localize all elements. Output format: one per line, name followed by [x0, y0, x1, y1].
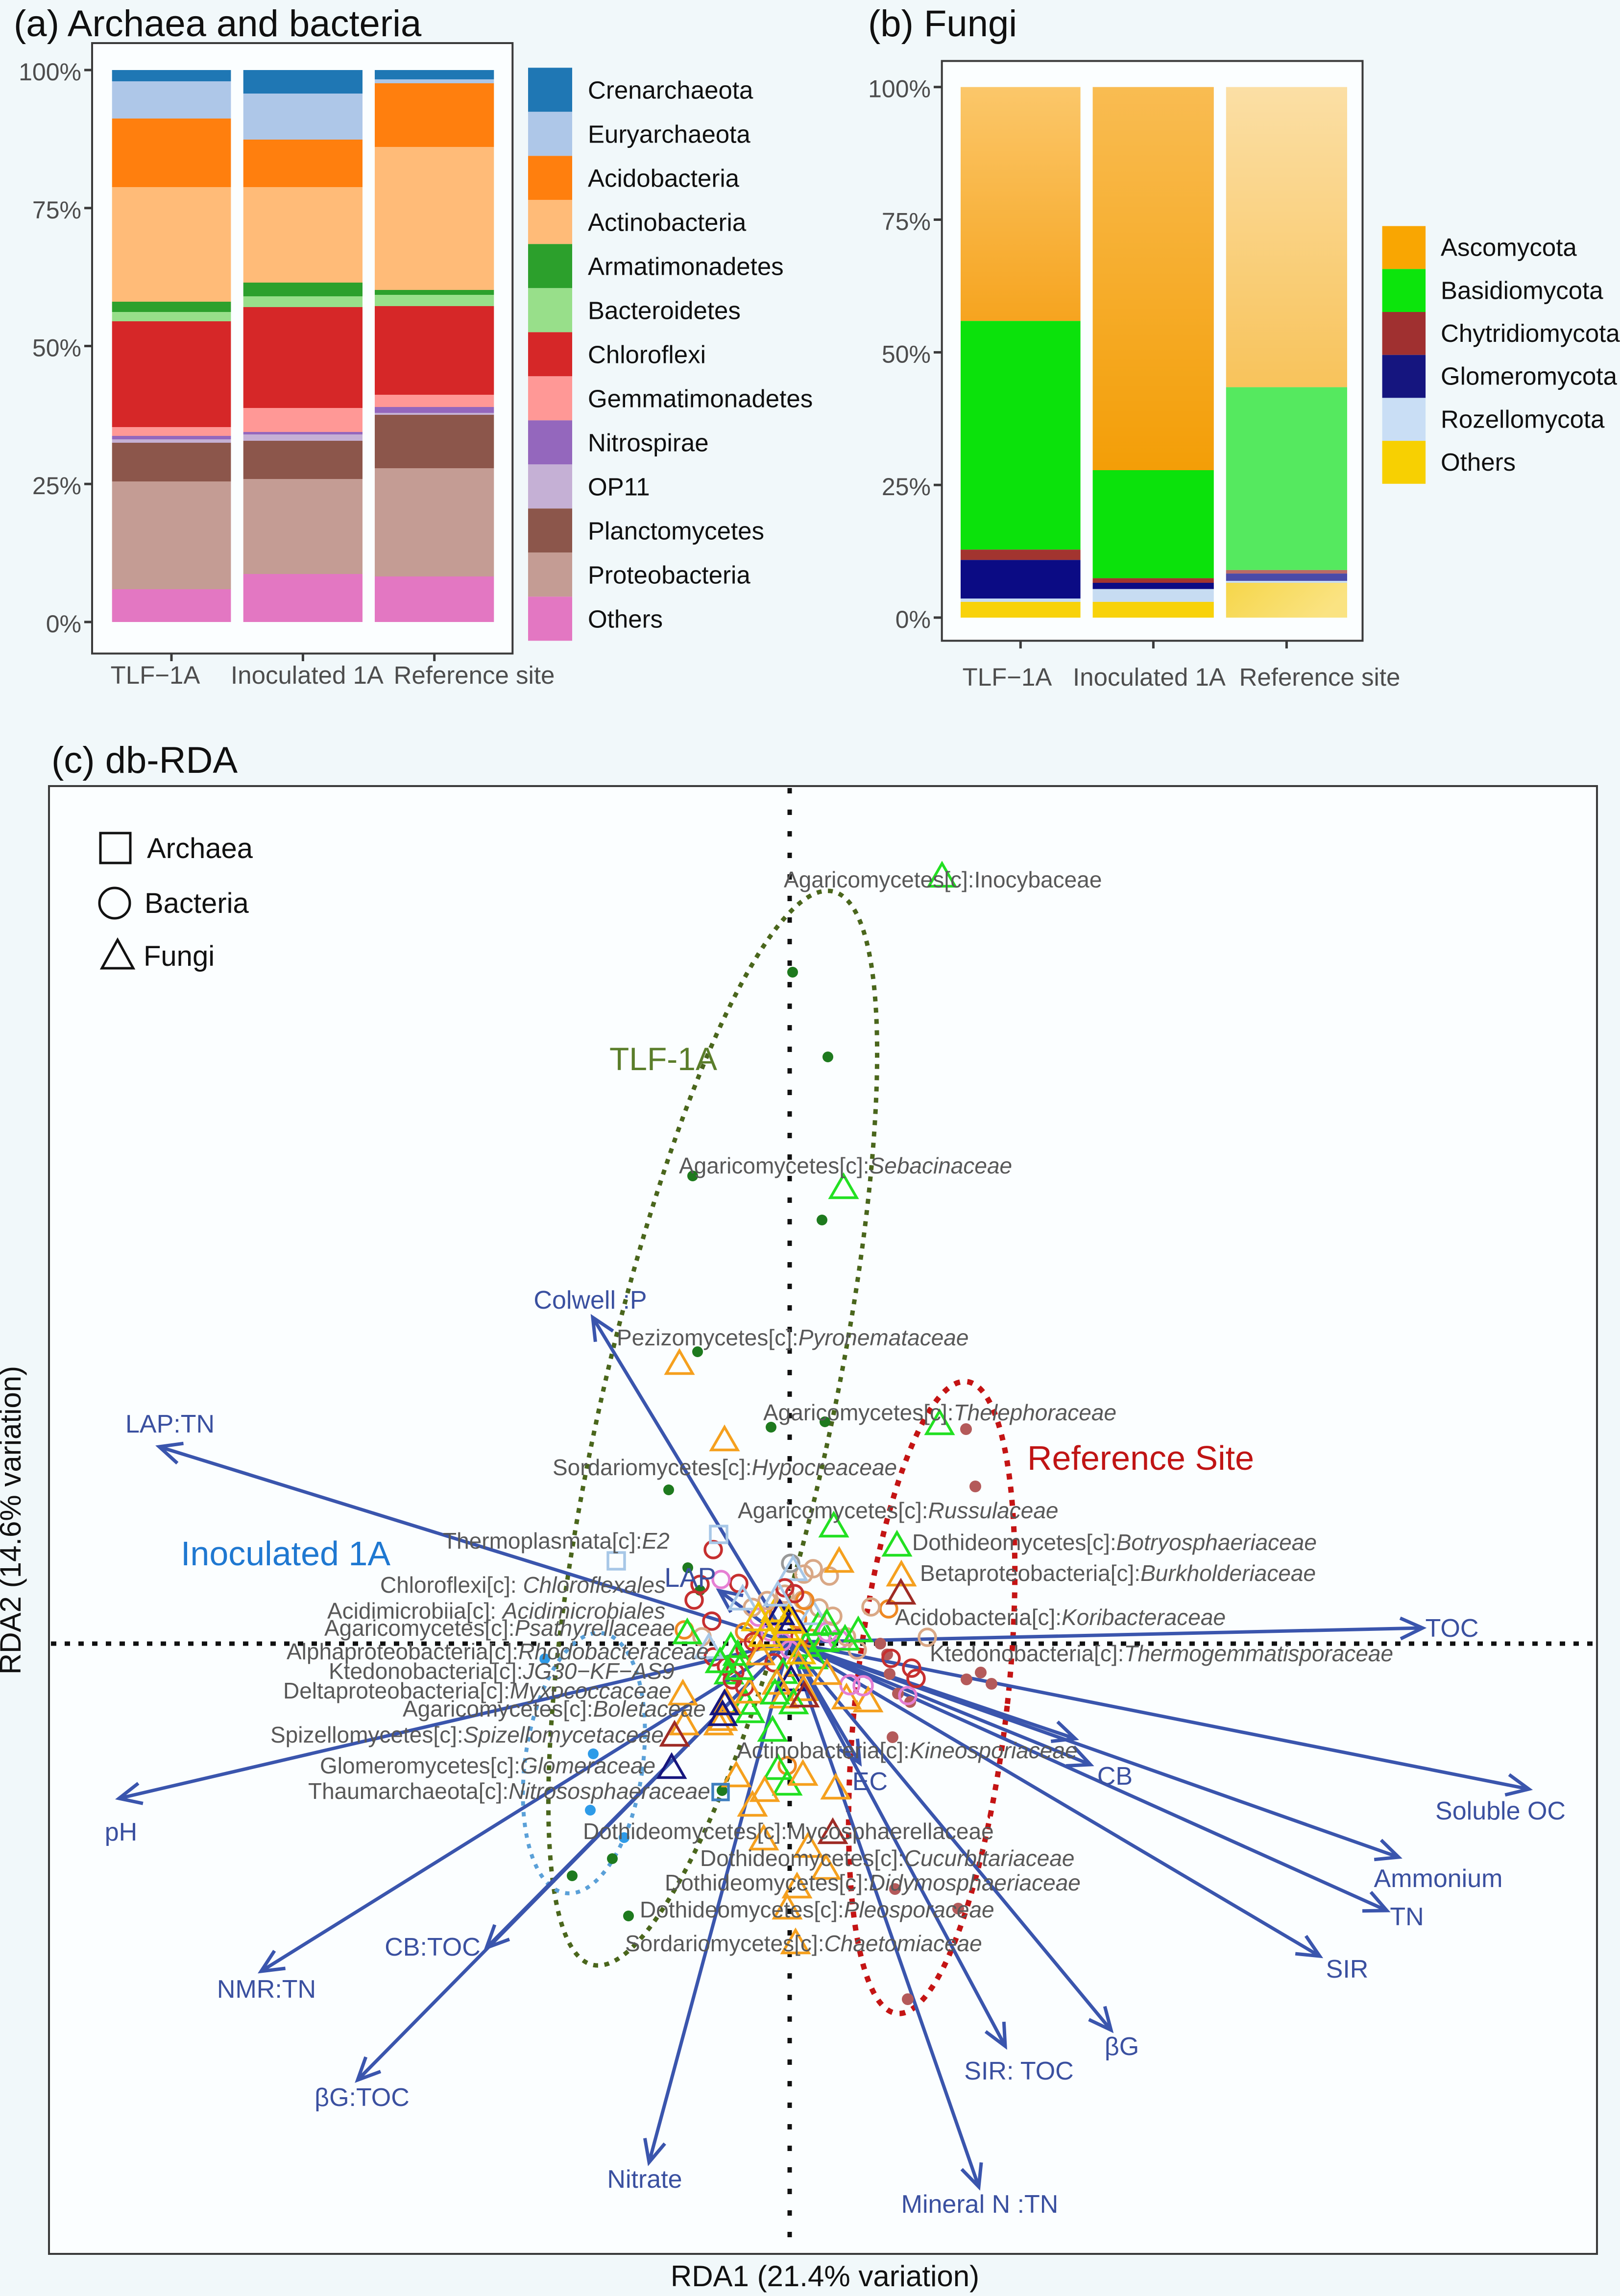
svg-text:Ascomycota: Ascomycota	[1441, 234, 1577, 262]
svg-text:Acidobacteria[c]:Koribacterace: Acidobacteria[c]:Koribacteraceae	[895, 1604, 1226, 1630]
svg-text:Fungi: Fungi	[144, 940, 215, 972]
svg-text:Dothideomycetes[c]:Mycosphaere: Dothideomycetes[c]:Mycosphaerellaceae	[583, 1818, 994, 1844]
svg-text:TLF-1A: TLF-1A	[609, 1041, 717, 1077]
svg-text:Thaumarchaeota[c]:Nitrososphae: Thaumarchaeota[c]:Nitrososphaeraceae	[308, 1778, 710, 1804]
svg-text:SIR: TOC: SIR: TOC	[964, 2057, 1073, 2085]
svg-text:TLF−1A: TLF−1A	[111, 661, 200, 689]
svg-text:Soluble OC: Soluble OC	[1435, 1797, 1566, 1825]
svg-text:Chytridiomycota: Chytridiomycota	[1441, 319, 1620, 347]
svg-text:Planctomycetes: Planctomycetes	[588, 517, 764, 545]
svg-text:Ammonium: Ammonium	[1374, 1865, 1503, 1893]
svg-text:Inoculated 1A: Inoculated 1A	[181, 1534, 390, 1573]
svg-text:Pezizomycetes[c]:Pyronematacea: Pezizomycetes[c]:Pyronemataceae	[617, 1325, 968, 1350]
svg-text:Alphaproteobacteria[c]:Rhodoba: Alphaproteobacteria[c]:Rhodobacteraceae	[287, 1639, 709, 1664]
svg-text:Colwell :P: Colwell :P	[533, 1286, 647, 1315]
svg-text:Acidimicrobiia[c]: Acidimicrob: Acidimicrobiia[c]: Acidimicrobiales	[327, 1598, 665, 1624]
svg-text:RDA1 (21.4% variation): RDA1 (21.4% variation)	[671, 2260, 979, 2293]
svg-text:Agaricomycetes[c]:Thelephorace: Agaricomycetes[c]:Thelephoraceae	[763, 1400, 1116, 1425]
svg-text:25%: 25%	[32, 472, 81, 500]
svg-text:Basidiomycota: Basidiomycota	[1441, 276, 1603, 304]
svg-text:βG:TOC: βG:TOC	[314, 2083, 410, 2112]
svg-text:75%: 75%	[32, 196, 81, 224]
svg-text:Euryarchaeota: Euryarchaeota	[588, 120, 750, 148]
svg-text:Acidobacteria: Acidobacteria	[588, 164, 740, 192]
svg-text:SIR: SIR	[1326, 1955, 1369, 1984]
svg-text:Mineral N :TN: Mineral N :TN	[901, 2190, 1059, 2219]
svg-text:EC: EC	[852, 1768, 888, 1796]
svg-text:Chloroflexi: Chloroflexi	[588, 340, 706, 368]
svg-text:Proteobacteria: Proteobacteria	[588, 561, 750, 589]
svg-text:Glomeromycetes[c]:Glomeraceae: Glomeromycetes[c]:Glomeraceae	[320, 1753, 655, 1778]
svg-text:Actinobacteria: Actinobacteria	[588, 208, 747, 236]
svg-text:Reference site: Reference site	[394, 661, 555, 689]
svg-text:Agaricomycetes[c]:Boletaceae: Agaricomycetes[c]:Boletaceae	[403, 1696, 706, 1722]
svg-text:0%: 0%	[46, 610, 81, 638]
svg-text:(b) Fungi: (b) Fungi	[868, 3, 1017, 45]
svg-text:Agaricomycetes[c]:Sebacinaceae: Agaricomycetes[c]:Sebacinaceae	[679, 1153, 1012, 1178]
svg-text:βG: βG	[1105, 2033, 1139, 2061]
svg-text:Sordariomycetes[c]:Chaetomiace: Sordariomycetes[c]:Chaetomiaceae	[625, 1931, 982, 1956]
svg-text:pH: pH	[105, 1818, 137, 1846]
svg-text:0%: 0%	[895, 606, 931, 633]
svg-text:Ktedonobacteria[c]:Thermogemma: Ktedonobacteria[c]:Thermogemmatisporacea…	[930, 1641, 1393, 1666]
svg-text:Inoculated 1A: Inoculated 1A	[231, 661, 384, 689]
svg-text:TN: TN	[1390, 1903, 1424, 1931]
svg-text:Sordariomycetes[c]:Hypocreacea: Sordariomycetes[c]:Hypocreaceae	[553, 1455, 897, 1480]
svg-text:Dothideomycetes[c]:Cucurbitari: Dothideomycetes[c]:Cucurbitariaceae	[700, 1845, 1075, 1871]
svg-text:Dothideomycetes[c]:Pleosporace: Dothideomycetes[c]:Pleosporaceae	[640, 1897, 994, 1922]
svg-text:Deltaproteobacteria[c]:Myxococ: Deltaproteobacteria[c]:Myxococcaceae	[283, 1678, 672, 1703]
svg-text:CB: CB	[1097, 1762, 1133, 1791]
svg-text:LAP:TN: LAP:TN	[125, 1410, 215, 1438]
svg-text:Armatimonadetes: Armatimonadetes	[588, 252, 784, 280]
svg-text:Gemmatimonadetes: Gemmatimonadetes	[588, 384, 813, 412]
svg-text:Glomeromycota: Glomeromycota	[1441, 362, 1618, 390]
svg-text:Reference Site: Reference Site	[1027, 1439, 1254, 1477]
svg-text:Dothideomycetes[c]:Botryosphae: Dothideomycetes[c]:Botryosphaeriaceae	[912, 1530, 1317, 1555]
svg-text:Thermoplasmata[c]:E2: Thermoplasmata[c]:E2	[443, 1528, 670, 1554]
svg-text:Chloroflexi[c]: Chloroflexales: Chloroflexi[c]: Chloroflexales	[380, 1572, 666, 1598]
svg-text:Betaproteobacteria[c]:Burkhold: Betaproteobacteria[c]:Burkholderiaceae	[920, 1560, 1316, 1586]
svg-text:25%: 25%	[882, 473, 931, 501]
svg-text:Rozellomycota: Rozellomycota	[1441, 405, 1605, 433]
svg-text:Reference site: Reference site	[1239, 663, 1401, 691]
svg-text:TLF−1A: TLF−1A	[963, 663, 1052, 691]
svg-text:(c) db-RDA: (c) db-RDA	[51, 740, 238, 781]
svg-text:CB:TOC: CB:TOC	[385, 1933, 481, 1961]
svg-text:LAP: LAP	[664, 1562, 716, 1593]
svg-text:100%: 100%	[19, 58, 81, 86]
svg-text:Crenarchaeota: Crenarchaeota	[588, 76, 753, 104]
svg-text:OP11: OP11	[588, 473, 650, 501]
svg-text:Bacteria: Bacteria	[145, 887, 249, 919]
svg-text:Ktedonobacteria[c]:JG30−KF−AS9: Ktedonobacteria[c]:JG30−KF−AS9	[329, 1658, 675, 1684]
svg-text:50%: 50%	[32, 335, 81, 362]
svg-text:Inoculated 1A: Inoculated 1A	[1073, 663, 1226, 691]
svg-text:Agaricomycetes[c]:Inocybaceae: Agaricomycetes[c]:Inocybaceae	[784, 867, 1102, 892]
svg-text:Agaricomycetes[c]:Russulaceae: Agaricomycetes[c]:Russulaceae	[738, 1498, 1059, 1523]
svg-text:Others: Others	[588, 605, 663, 633]
svg-text:NMR:TN: NMR:TN	[217, 1975, 316, 2004]
svg-text:100%: 100%	[868, 75, 931, 103]
svg-text:TOC: TOC	[1426, 1614, 1479, 1643]
svg-text:50%: 50%	[882, 340, 931, 368]
svg-text:Bacteroidetes: Bacteroidetes	[588, 296, 741, 324]
svg-text:RDA2 (14.6% variation): RDA2 (14.6% variation)	[0, 1366, 27, 1674]
svg-text:Archaea: Archaea	[147, 833, 253, 864]
svg-text:Dothideomycetes[c]:Didymosphae: Dothideomycetes[c]:Didymosphaeriaceae	[665, 1870, 1081, 1895]
svg-text:Spizellomycetes[c]:Spizellomyc: Spizellomycetes[c]:Spizellomycetaceae	[270, 1722, 664, 1747]
svg-text:75%: 75%	[882, 208, 931, 236]
svg-text:Actinobacteria[c]:Kineosporiac: Actinobacteria[c]:Kineosporiaceae	[737, 1738, 1078, 1763]
svg-text:Agaricomycetes[c]:Psathyrellac: Agaricomycetes[c]:Psathyrellaceae	[324, 1615, 675, 1641]
svg-text:Nitrospirae: Nitrospirae	[588, 429, 709, 456]
svg-text:Others: Others	[1441, 448, 1516, 476]
svg-text:Nitrate: Nitrate	[607, 2165, 682, 2194]
svg-text:(a) Archaea and bacteria: (a) Archaea and bacteria	[14, 3, 422, 45]
